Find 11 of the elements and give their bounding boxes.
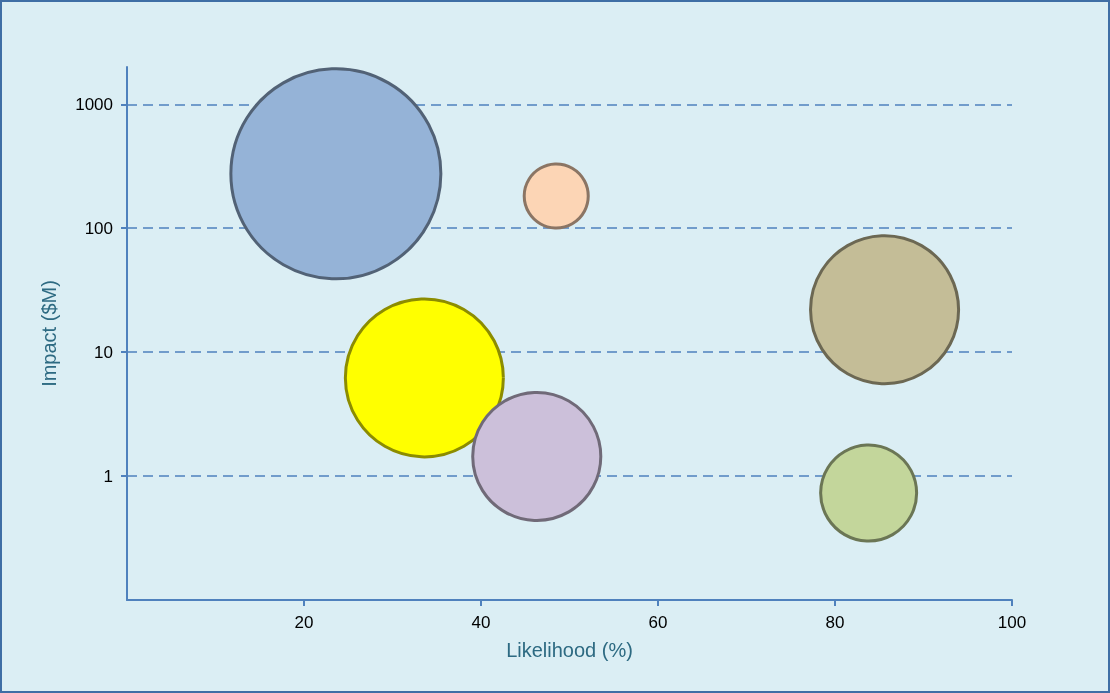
y-tick-label: 10 [94, 342, 113, 362]
x-tick-label: 20 [294, 613, 314, 632]
x-axis-title: Likelihood (%) [506, 639, 633, 661]
y-tick-label: 100 [84, 218, 113, 238]
x-tick-label: 80 [825, 613, 845, 632]
x-tick-label: 60 [648, 613, 668, 632]
x-tick-label: 40 [471, 613, 491, 632]
x-tick-label: 100 [997, 613, 1027, 632]
y-tick-label: 1 [103, 466, 113, 486]
y-tick-label: 1000 [75, 94, 113, 114]
y-axis-title: Impact ($M) [38, 280, 60, 387]
